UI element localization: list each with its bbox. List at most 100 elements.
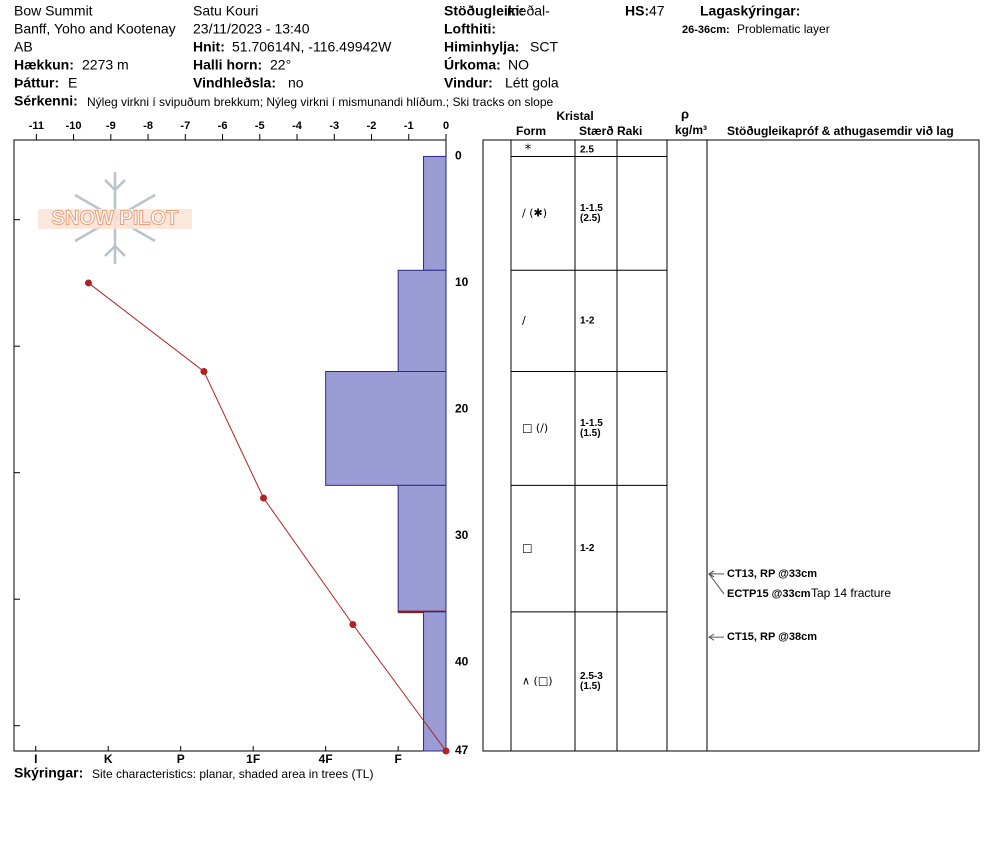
observer: Satu Kouri [193,3,258,19]
header: Stærð [579,124,614,138]
hardness-tick-label: 1F [246,752,260,766]
label: Lagaskýringar: [700,3,800,19]
value: 51.70614N, -116.49942W [232,39,392,55]
grain-size: 1-1.5 [580,418,603,429]
test-text: CT15, RP @38cm [727,631,817,643]
label: Vindhleðsla: [193,75,276,91]
arrow-head [708,633,715,641]
label: Lofthiti: [444,21,496,37]
logo-text: SNOW PILOT [52,207,179,229]
temperature-point [260,494,268,502]
hardness-bar [423,155,447,271]
hardness-tick-label: P [177,752,185,766]
label: Skýringar: [14,765,83,781]
hardness-bar [397,269,447,372]
surface-form: * [525,143,532,158]
hardness-tick-label: I [34,752,37,766]
label: Hnit: [193,39,225,55]
y-tick-label: 40 [455,655,469,669]
value: meðal- [507,3,550,19]
x-tick-label: -11 [29,120,44,132]
label: Þáttur: [14,75,59,91]
grain-size: 2.5-3 [580,671,603,682]
grain-size: (1.5) [580,428,601,439]
value: no [288,75,304,91]
label: Sérkenni: [14,93,78,109]
label: Stöðugleiki: [444,3,524,19]
grain-size: (2.5) [580,213,601,224]
x-tick-label: -9 [106,120,116,132]
temperature-point [200,367,208,375]
region: Banff, Yoho and Kootenay [14,21,176,37]
grain-size: 1-2 [580,543,595,554]
grain-form: ∧ (□) [522,674,553,687]
legend-text: Problematic layer [737,22,830,36]
grain-size: 1-2 [580,316,595,327]
x-tick-label: 0 [443,120,449,132]
x-tick-label: -2 [367,120,377,132]
datetime: 23/11/2023 - 13:40 [193,21,310,37]
value: SCT [530,39,558,55]
test-text: ECTP15 @33cm [727,588,811,600]
grain-form: □ (∕) [522,421,548,434]
header: Kristal [556,109,593,123]
x-tick-label: -1 [404,120,414,132]
y-tick-label: 30 [455,528,469,542]
label: Úrkoma: [444,56,501,73]
x-tick-label: -3 [329,120,339,132]
label: Himinhylja: [444,39,519,55]
y-tick-label: 10 [455,275,469,289]
y-tick-label: 0 [455,149,462,163]
header: Raki [617,124,642,138]
grain-form: □ [522,542,532,555]
value: E [68,75,77,91]
temperature-point [349,620,357,628]
legend-range: 26-36cm: [682,24,730,36]
x-tick-label: -5 [255,120,265,132]
x-tick-label: -6 [218,120,228,132]
x-tick-label: -10 [66,120,82,132]
hardness-tick-label: K [104,752,113,766]
header: ρ [681,106,689,121]
grain-form: ∕ (✱) [522,206,547,219]
temperature-point [84,279,92,287]
grain-form: ∕ [522,314,526,327]
value: 2273 m [82,57,129,73]
label: HS: [625,3,649,19]
y-tick-label: 20 [455,402,469,416]
province: AB [14,39,33,55]
hardness-tick-label: 4F [319,752,333,766]
value: 22° [270,57,291,73]
header: Form [516,124,546,138]
header: kg/m³ [675,123,707,137]
y-tick-label: 47 [455,743,469,757]
grain-size: 1-1.5 [580,203,603,214]
table-frame [482,139,980,752]
label: Vindur: [444,75,493,91]
surface-size: 2.5 [580,145,594,156]
x-tick-label: -7 [180,120,190,132]
header: Stöðugleikapróf & athugasemdir við lag [727,124,954,138]
test-arrow [708,573,725,595]
hardness-bar [325,370,447,486]
value: Site characteristics: planar, shaded are… [92,767,373,781]
value: NO [508,57,529,73]
value: 47 [649,3,665,19]
label: Halli horn: [193,57,262,73]
x-tick-label: -4 [292,120,303,132]
test-comment: Tap 14 fracture [811,586,891,600]
logo-band [38,209,192,229]
label: Hækkun: [14,57,74,73]
test-text: CT13, RP @33cm [727,568,817,580]
value: Nýleg virkni í svipuðum brekkum; Nýleg v… [87,95,553,109]
temperature-point [442,747,450,755]
hardness-bar [423,611,447,752]
x-tick-label: -8 [143,120,153,132]
grain-size: (1.5) [580,681,601,692]
arrow-head [708,570,715,578]
value: Létt gola [505,75,559,91]
hardness-tick-label: F [394,752,401,766]
hardness-bar [397,484,447,613]
location: Bow Summit [14,3,93,19]
